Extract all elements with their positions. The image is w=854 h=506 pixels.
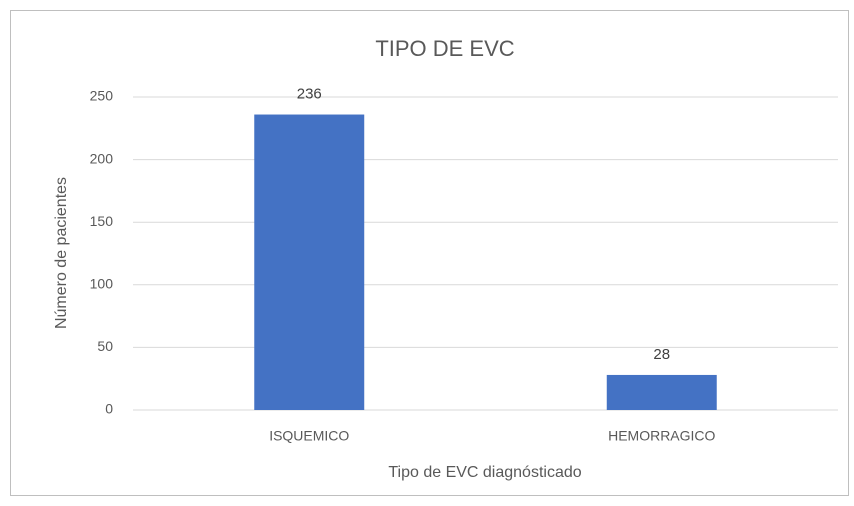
x-axis-label: Tipo de EVC diagnósticado: [388, 464, 581, 481]
y-tick-label: 50: [97, 338, 113, 354]
y-tick-label: 0: [105, 401, 113, 417]
data-label: 236: [297, 85, 322, 102]
y-tick-label: 250: [90, 88, 114, 104]
x-tick-label: HEMORRAGICO: [608, 428, 715, 444]
y-axis-label: Número de pacientes: [53, 177, 70, 329]
x-tick-label: ISQUEMICO: [269, 428, 349, 444]
y-tick-label: 150: [90, 213, 114, 229]
data-label: 28: [653, 346, 670, 363]
bar: [606, 374, 717, 410]
y-tick-label: 200: [90, 150, 114, 166]
chart-frame: [10, 10, 849, 496]
y-tick-label: 100: [90, 276, 114, 292]
bar: [254, 114, 365, 410]
chart-title: TIPO DE EVC: [375, 36, 514, 61]
